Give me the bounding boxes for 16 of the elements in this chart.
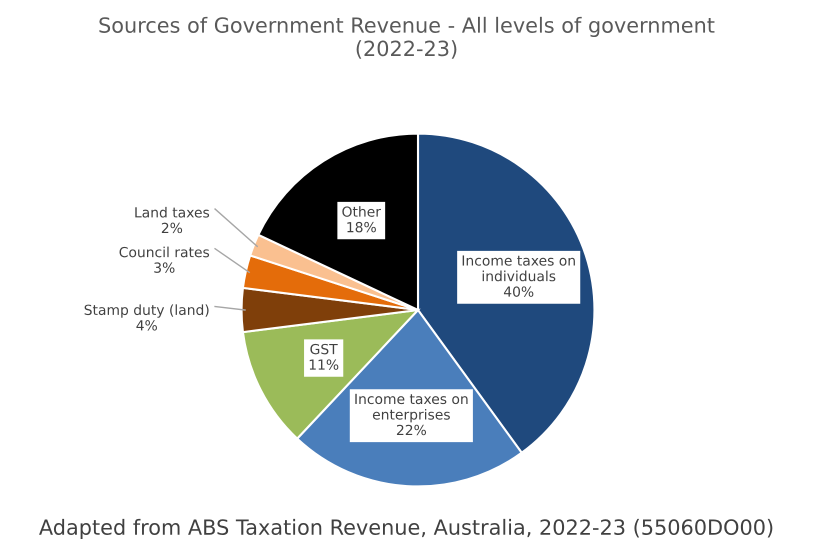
slice-label: Income taxes on individuals — [462, 255, 575, 282]
data-label: 40% — [504, 286, 534, 297]
slice-label: Council rates — [120, 246, 210, 258]
text: Adapted from ABS Taxation Revenue, Australia, 2022-23 (55060DO00) — [39, 518, 772, 540]
slice-label: Land taxes — [135, 206, 210, 218]
slice-label: Stamp duty (land) — [84, 304, 209, 318]
slice-label: Other — [342, 206, 381, 217]
data-label: 3% — [154, 262, 175, 273]
data-label: 18% — [347, 222, 376, 232]
chart-title: Sources of Government Revenue - All levels of government (2022-23) — [99, 16, 714, 59]
data-label: 22% — [396, 424, 426, 436]
slice-label: Income taxes on enterprises — [355, 394, 468, 422]
data-label: 4% — [136, 320, 157, 331]
slice-label: GST — [310, 344, 338, 354]
data-label: 11% — [310, 359, 338, 370]
data-label: 2% — [162, 222, 182, 234]
